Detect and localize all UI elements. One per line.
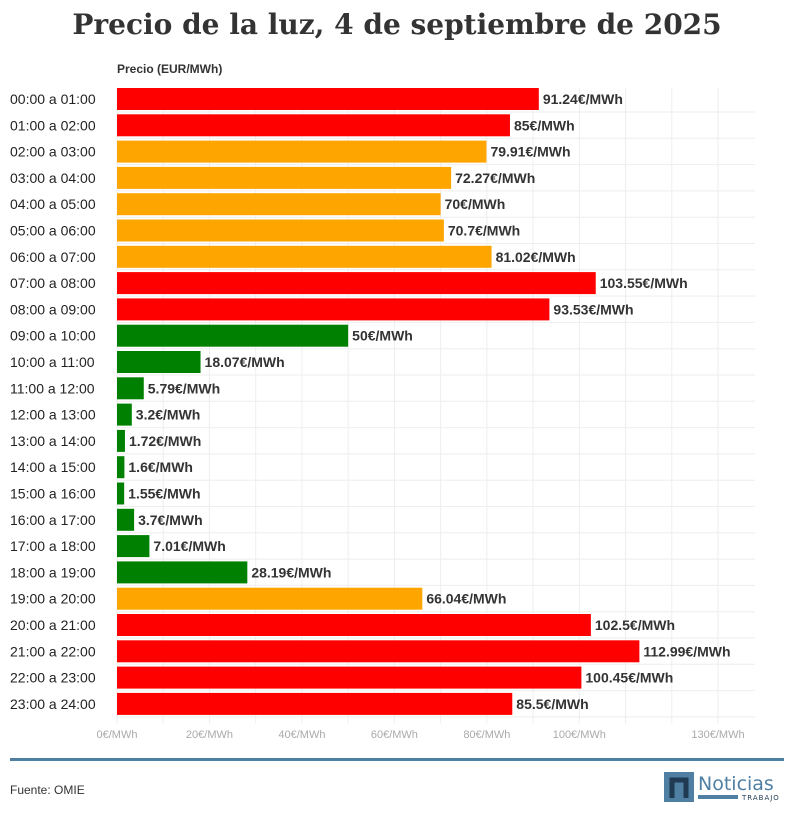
data-label: 3.7€/MWh (138, 512, 203, 528)
category-label: 12:00 a 13:00 (10, 407, 96, 423)
data-label: 70.7€/MWh (448, 223, 520, 239)
category-label: 15:00 a 16:00 (10, 486, 96, 502)
bar (117, 692, 513, 715)
bar (117, 456, 125, 479)
category-label: 09:00 a 10:00 (10, 328, 96, 344)
bar (117, 166, 452, 189)
source-note: Fuente: OMIE (10, 783, 85, 797)
category-label: 16:00 a 17:00 (10, 512, 96, 528)
data-label: 93.53€/MWh (553, 301, 633, 317)
bar (117, 351, 201, 373)
category-label: 07:00 a 08:00 (10, 275, 96, 291)
bar (117, 219, 444, 242)
category-label: 21:00 a 22:00 (10, 643, 96, 659)
data-label: 85€/MWh (514, 117, 575, 133)
data-label: 1.6€/MWh (128, 459, 193, 475)
category-label: 20:00 a 21:00 (10, 617, 96, 633)
data-label: 1.72€/MWh (129, 433, 201, 449)
bar (117, 298, 550, 321)
x-tick-label: 0€/MWh (97, 729, 138, 741)
category-label: 23:00 a 24:00 (10, 696, 96, 712)
bar-chart: 00:00 a 01:00 91.24€/MWh 01:00 a 02:00 85€/… (10, 88, 755, 741)
category-label: 22:00 a 23:00 (10, 670, 96, 686)
data-label: 66.04€/MWh (426, 591, 506, 607)
category-label: 04:00 a 05:00 (10, 196, 96, 212)
data-label: 28.19€/MWh (251, 564, 331, 580)
bar (117, 114, 510, 137)
bar (117, 245, 492, 268)
data-label: 112.99€/MWh (643, 643, 730, 659)
x-tick-label: 80€/MWh (463, 729, 510, 741)
x-tick-label: 100€/MWh (553, 729, 606, 741)
bar (117, 429, 125, 452)
chart-title: Precio de la luz, 4 de septiembre de 202… (72, 8, 722, 41)
category-label: 19:00 a 20:00 (10, 591, 96, 607)
bar (117, 324, 349, 347)
noticias-trabajo-logo: Noticias TRABAJO (664, 772, 780, 802)
x-tick-label: 60€/MWh (371, 729, 418, 741)
bar (117, 272, 596, 295)
category-label: 11:00 a 12:00 (10, 380, 95, 396)
bar (117, 640, 640, 663)
bar (117, 614, 591, 636)
data-label: 70€/MWh (445, 196, 506, 212)
category-label: 06:00 a 07:00 (10, 249, 96, 265)
data-label: 85.5€/MWh (516, 696, 588, 712)
data-label: 91.24€/MWh (543, 91, 623, 107)
x-tick-label: 20€/MWh (186, 729, 233, 741)
category-label: 14:00 a 15:00 (10, 459, 96, 475)
footer-divider (10, 758, 784, 761)
data-label: 5.79€/MWh (148, 380, 220, 396)
bar (117, 508, 135, 531)
data-label: 1.55€/MWh (128, 486, 200, 502)
axis-label: Precio (EUR/MWh) (117, 62, 223, 76)
category-label: 05:00 a 06:00 (10, 223, 96, 239)
data-label: 7.01€/MWh (153, 538, 225, 554)
data-label: 103.55€/MWh (600, 275, 688, 291)
category-label: 17:00 a 18:00 (10, 538, 96, 554)
svg-text:TRABAJO: TRABAJO (741, 794, 780, 802)
category-label: 03:00 a 04:00 (10, 170, 96, 186)
x-tick-label: 40€/MWh (278, 729, 325, 741)
bar (117, 403, 132, 426)
bar (117, 377, 144, 400)
x-tick-label: 130€/MWh (691, 729, 744, 741)
data-label: 3.2€/MWh (136, 407, 201, 423)
data-label: 102.5€/MWh (595, 617, 675, 633)
category-label: 18:00 a 19:00 (10, 564, 96, 580)
category-label: 13:00 a 14:00 (10, 433, 96, 449)
category-label: 02:00 a 03:00 (10, 144, 96, 160)
category-label: 10:00 a 11:00 (10, 354, 95, 370)
category-label: 08:00 a 09:00 (10, 301, 96, 317)
bar (117, 193, 441, 216)
bar (117, 666, 582, 689)
data-label: 18.07€/MWh (205, 354, 285, 370)
bar (117, 482, 125, 505)
svg-text:Noticias: Noticias (698, 773, 774, 795)
data-label: 81.02€/MWh (496, 249, 576, 265)
bar (117, 88, 539, 110)
bar (117, 561, 248, 584)
data-label: 79.91€/MWh (490, 144, 570, 160)
bar (117, 140, 487, 163)
data-label: 72.27€/MWh (455, 170, 535, 186)
data-label: 100.45€/MWh (585, 670, 673, 686)
category-label: 01:00 a 02:00 (10, 117, 96, 133)
bar (117, 587, 423, 610)
data-label: 50€/MWh (352, 328, 413, 344)
category-label: 00:00 a 01:00 (10, 91, 96, 107)
bar (117, 535, 150, 558)
